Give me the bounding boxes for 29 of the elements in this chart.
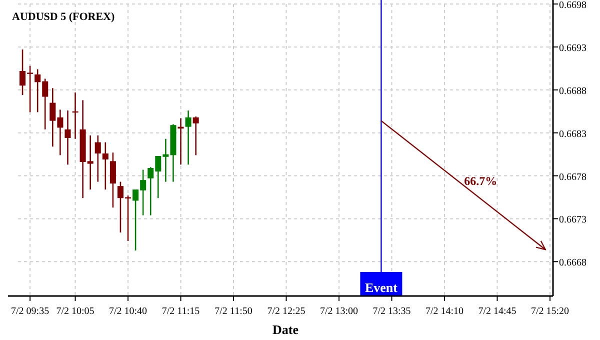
y-tick-label: 0.6698 xyxy=(559,0,586,11)
y-tick-label: 0.6673 xyxy=(559,214,586,226)
x-tick-label: 7/2 15:20 xyxy=(530,306,570,317)
x-axis-title: Date xyxy=(272,322,299,337)
candlestick xyxy=(64,110,71,166)
x-tick-label: 7/2 10:40 xyxy=(108,306,148,317)
y-tick-label: 0.6693 xyxy=(559,42,586,54)
x-tick-label: 7/2 11:50 xyxy=(214,306,252,317)
x-tick-label: 7/2 14:45 xyxy=(478,306,516,317)
y-tick-label: 0.6668 xyxy=(559,258,586,269)
candlestick xyxy=(110,152,116,208)
candlestick xyxy=(102,142,108,190)
x-tick-label: 7/2 13:35 xyxy=(372,306,411,317)
x-tick-label: 7/2 09:35 xyxy=(11,306,50,317)
x-tick-label: 7/2 10:05 xyxy=(56,306,94,317)
candlestick xyxy=(185,110,192,166)
x-tick-label: 7/2 13:00 xyxy=(320,306,358,317)
annotation: 66.7% xyxy=(464,174,498,188)
candlestick xyxy=(192,116,199,156)
ref-line-label: Event xyxy=(364,280,398,295)
text: AUDUSD 5 (FOREX) xyxy=(12,11,115,23)
x-tick-label: 7/2 11:15 xyxy=(162,306,200,317)
x-tick-label: 7/2 14:10 xyxy=(425,306,464,317)
candlestick xyxy=(178,118,184,166)
y-tick-label: 0.6688 xyxy=(559,86,586,97)
candlestick xyxy=(94,134,101,182)
x-tick-label: 7/2 12:25 xyxy=(267,306,306,317)
y-tick-label: 0.6678 xyxy=(559,172,586,183)
y-tick-label: 0.6683 xyxy=(559,128,586,140)
